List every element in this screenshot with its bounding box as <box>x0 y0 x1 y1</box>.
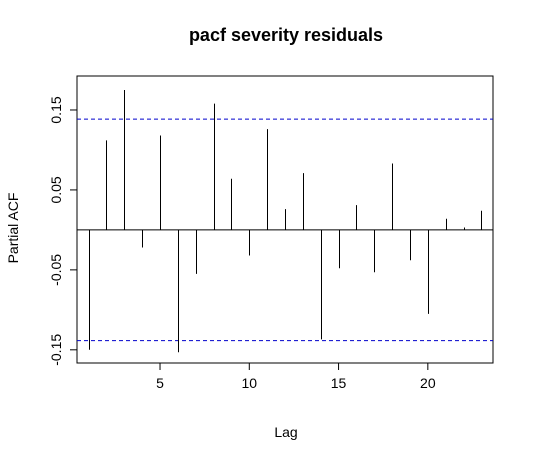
x-axis-label: Lag <box>274 424 297 440</box>
y-axis-label: Partial ACF <box>5 193 21 264</box>
y-tick-label-0.05: 0.05 <box>48 176 64 203</box>
y-tick-label--0.15: -0.15 <box>48 334 64 366</box>
x-tick-label-15: 15 <box>331 375 347 391</box>
plot-frame <box>76 75 494 364</box>
x-tick-label-20: 20 <box>420 375 436 391</box>
x-tick-label-10: 10 <box>242 375 258 391</box>
plot-layer: 5 10 15 20 -0.15 -0.05 0.05 0.15 <box>48 89 493 391</box>
y-tick-label-0.15: 0.15 <box>48 96 64 123</box>
x-tick-label-5: 5 <box>156 375 164 391</box>
y-tick-label--0.05: -0.05 <box>48 254 64 286</box>
chart-title: pacf severity residuals <box>189 25 383 45</box>
